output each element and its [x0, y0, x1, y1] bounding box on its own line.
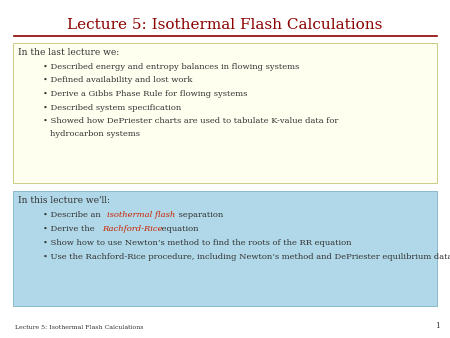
Text: Rachford-Rice: Rachford-Rice	[103, 225, 163, 233]
Text: • Show how to use Newton’s method to find the roots of the RR equation: • Show how to use Newton’s method to fin…	[43, 239, 351, 247]
Text: separation: separation	[176, 211, 224, 219]
Text: Lecture 5: Isothermal Flash Calculations: Lecture 5: Isothermal Flash Calculations	[68, 18, 382, 32]
Text: In the last lecture we:: In the last lecture we:	[18, 48, 119, 57]
Text: • Described system specification: • Described system specification	[43, 103, 181, 112]
Text: • Describe an: • Describe an	[43, 211, 104, 219]
FancyBboxPatch shape	[13, 191, 437, 306]
Text: equation: equation	[159, 225, 198, 233]
FancyBboxPatch shape	[13, 43, 437, 183]
Text: isothermal flash: isothermal flash	[107, 211, 176, 219]
Text: hydrocarbon systems: hydrocarbon systems	[50, 130, 140, 139]
Text: • Derive the: • Derive the	[43, 225, 97, 233]
Text: 1: 1	[435, 322, 440, 330]
Text: • Derive a Gibbs Phase Rule for flowing systems: • Derive a Gibbs Phase Rule for flowing …	[43, 90, 248, 98]
Text: In this lecture we'll:: In this lecture we'll:	[18, 196, 110, 205]
Text: • Described energy and entropy balances in flowing systems: • Described energy and entropy balances …	[43, 63, 299, 71]
Text: Lecture 5: Isothermal Flash Calculations: Lecture 5: Isothermal Flash Calculations	[15, 325, 144, 330]
Text: • Use the Rachford-Rice procedure, including Newton’s method and DePriester equi: • Use the Rachford-Rice procedure, inclu…	[43, 253, 450, 261]
Text: • Showed how DePriester charts are used to tabulate K-value data for: • Showed how DePriester charts are used …	[43, 117, 338, 125]
Text: • Defined availability and lost work: • Defined availability and lost work	[43, 76, 193, 84]
